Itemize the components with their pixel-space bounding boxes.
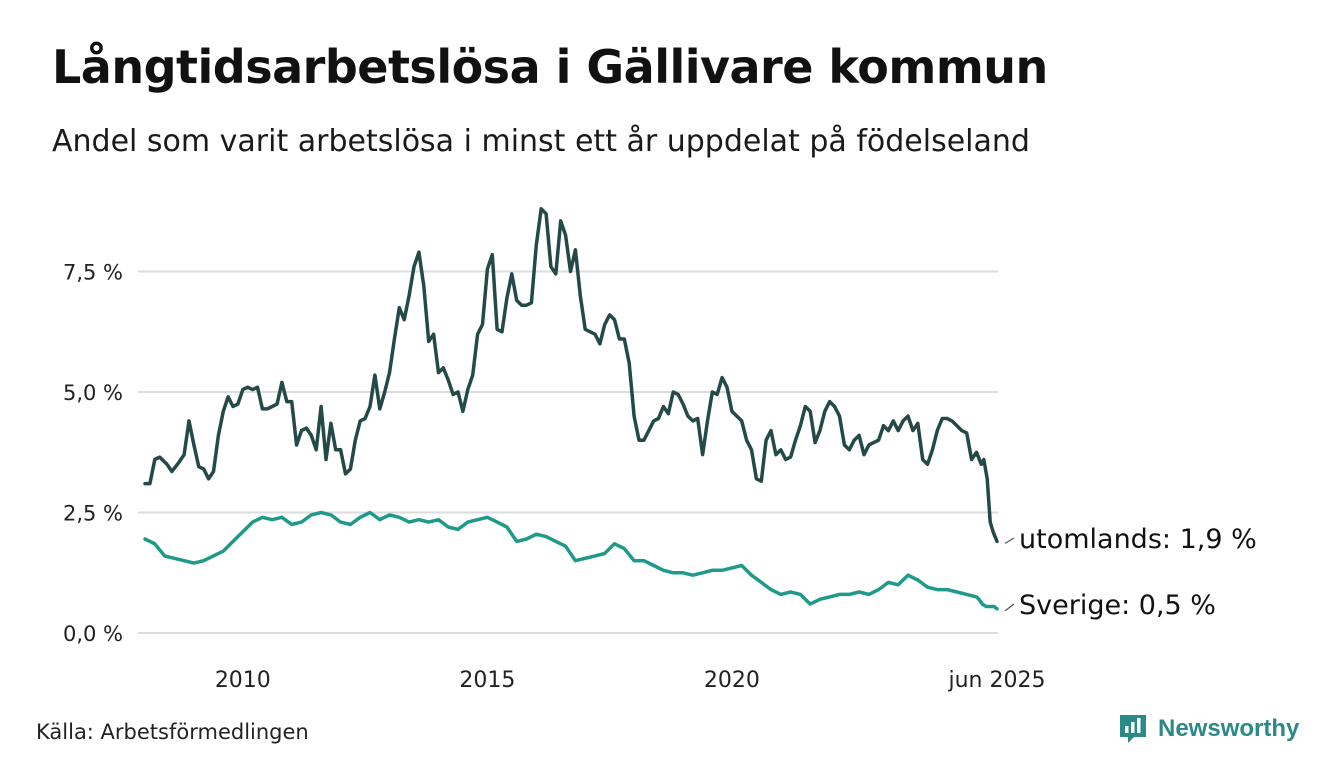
end-label-connector xyxy=(1004,537,1015,544)
x-tick-label: jun 2025 xyxy=(948,668,1046,693)
brand-name: Newsworthy xyxy=(1158,715,1300,742)
brand-logo[interactable]: Newsworthy xyxy=(1118,713,1299,745)
series-line-utomlands xyxy=(143,207,999,544)
grid-lines xyxy=(138,270,998,634)
y-tick-label: 0,0 % xyxy=(63,622,123,646)
newsworthy-logo-icon xyxy=(1120,715,1146,743)
x-tick-label: 2010 xyxy=(215,668,271,693)
source-note: Källa: Arbetsförmedlingen xyxy=(36,720,309,744)
y-axis-ticks: 0,0 % 2,5 % 5,0 % 7,5 % xyxy=(63,261,123,647)
series-line-sverige xyxy=(143,510,999,611)
y-tick-label: 2,5 % xyxy=(63,502,123,526)
line-chart: 0,0 % 2,5 % 5,0 % 7,5 % 2010 2015 2020 jun 202… xyxy=(63,207,1257,693)
end-label-sverige: Sverige: 0,5 % xyxy=(1019,590,1216,621)
end-label-connector xyxy=(1004,603,1015,612)
x-axis-ticks: 2010 2015 2020 jun 2025 xyxy=(215,668,1046,693)
x-tick-label: 2015 xyxy=(459,668,515,693)
series-lines xyxy=(143,207,999,611)
y-tick-label: 7,5 % xyxy=(63,261,123,285)
end-label-utomlands: utomlands: 1,9 % xyxy=(1019,524,1257,555)
y-tick-label: 5,0 % xyxy=(63,381,123,405)
x-tick-label: 2020 xyxy=(704,668,760,693)
end-labels: utomlands: 1,9 % Sverige: 0,5 % xyxy=(1004,524,1257,621)
page-subtitle: Andel som varit arbetslösa i minst ett å… xyxy=(52,124,1030,159)
page-title: Långtidsarbetslösa i Gällivare kommun xyxy=(52,40,1048,94)
